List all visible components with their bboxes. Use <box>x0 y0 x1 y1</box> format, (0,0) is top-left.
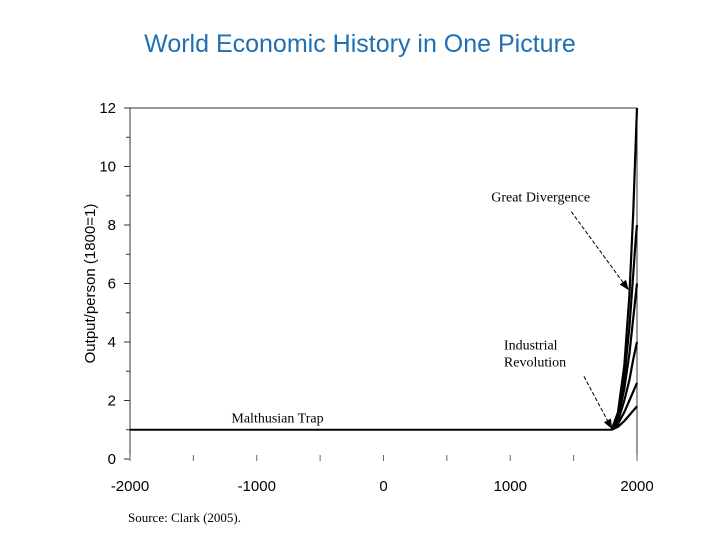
series-line <box>611 405 638 431</box>
chart-axes <box>129 107 638 459</box>
y-tick-label: 0 <box>108 451 116 468</box>
x-tick-label: 1000 <box>494 478 527 495</box>
annotation-text: Malthusian Trap <box>231 411 323 426</box>
annotation-arrow <box>583 376 613 430</box>
y-tick-label: 8 <box>108 217 116 234</box>
y-tick-label: 12 <box>99 100 116 117</box>
series-line <box>610 382 639 431</box>
annotation-arrow <box>570 211 629 291</box>
annotation-text: Revolution <box>504 355 566 370</box>
series-line <box>610 341 639 431</box>
annotation-text: Industrial <box>504 338 558 353</box>
annotation-text: Great Divergence <box>491 191 590 206</box>
y-tick-label: 2 <box>108 393 116 410</box>
source-note: Source: Clark (2005). <box>128 510 242 525</box>
chart-ticks: 0 2 4 6 8 10 12 -2000 -1000 0 1000 2000 <box>99 100 653 495</box>
y-axis-label: Output/person (1800=1) <box>82 204 99 364</box>
chart-series <box>130 107 639 431</box>
y-tick-label: 10 <box>99 159 116 176</box>
y-tick-label: 4 <box>108 334 116 351</box>
chart-annotations: Malthusian Trap Great Divergence Industria… <box>231 191 629 430</box>
x-tick-label: 2000 <box>620 478 653 495</box>
x-tick-label: -2000 <box>111 478 149 495</box>
chart-title: World Economic History in One Picture <box>144 30 576 58</box>
x-tick-label: -1000 <box>238 478 276 495</box>
y-tick-label: 6 <box>108 276 116 293</box>
x-tick-label: 0 <box>379 478 387 495</box>
